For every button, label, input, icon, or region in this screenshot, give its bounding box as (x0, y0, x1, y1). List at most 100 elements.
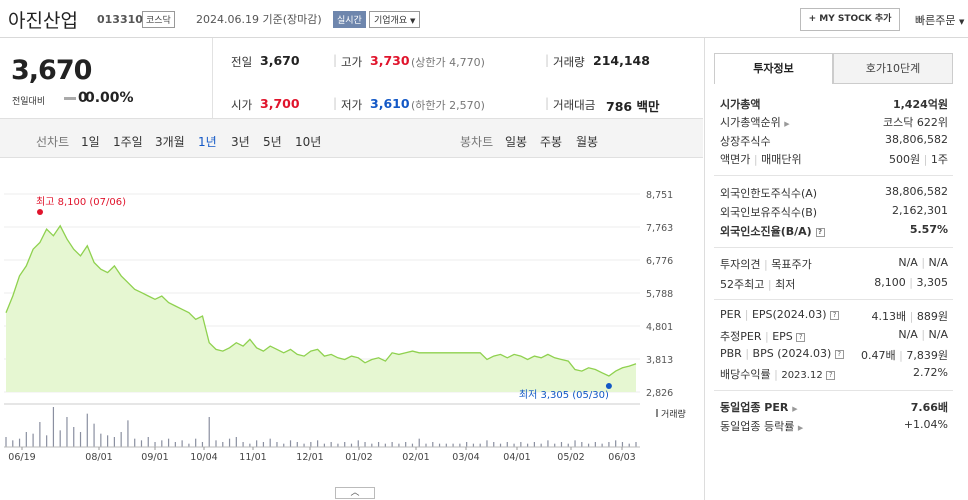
realtime-button[interactable]: 실시간 (333, 11, 366, 28)
volume-bar (18, 438, 21, 447)
caret-right-icon[interactable]: ▶ (784, 120, 790, 128)
volume-bar (52, 407, 55, 447)
volume-bar (140, 440, 143, 447)
volume-bar (472, 443, 475, 447)
volume-bar (581, 442, 583, 447)
volume-bar (208, 417, 210, 447)
cap-rank-value: 코스닥 622위 (883, 116, 948, 129)
volume-bar (411, 443, 414, 447)
tab-monthly[interactable]: 월봉 (576, 135, 599, 149)
tab-3m[interactable]: 3개월 (155, 135, 185, 149)
pbr-label: PBR (720, 347, 742, 360)
volume-bar (364, 442, 366, 447)
caret-right-icon[interactable]: ▶ (792, 405, 798, 413)
tab-weekly[interactable]: 주봉 (540, 135, 563, 149)
week52-row: 52주최고 | 최저 8,100 | 3,305 (720, 276, 948, 291)
bps-value: 7,839원 (906, 349, 948, 362)
foreign-limit-row: 외국인한도주식수(A) 38,806,582 (720, 185, 948, 203)
volume-bar (5, 437, 7, 447)
par-value: 500원 (889, 153, 921, 166)
tab-1d[interactable]: 1일 (81, 135, 100, 149)
high-label: 고가 (341, 55, 363, 69)
volume-bar (459, 443, 461, 447)
tab-1y[interactable]: 1년 (198, 135, 217, 149)
volume-bar (249, 443, 251, 447)
low-label: 최저 3,305 (05/30) (519, 389, 609, 401)
volume-bar (120, 432, 122, 447)
dividend-date: 2023.12 (781, 370, 823, 381)
volume-bar (283, 443, 285, 447)
volume-bar (554, 443, 556, 447)
volume-bar (567, 443, 569, 447)
low-value: 3,610 (370, 96, 410, 111)
volume-bar (127, 420, 129, 447)
tab-5y[interactable]: 5년 (263, 135, 282, 149)
est-eps-label: EPS (772, 330, 793, 343)
tab-investment-info[interactable]: 투자정보 (714, 53, 833, 84)
foreign-ratio-row: 외국인소진율(B/A) ? 5.57% (720, 223, 948, 241)
volume-bar (384, 443, 386, 447)
volume-bar (506, 442, 508, 447)
stock-name: 아진산업 (8, 10, 78, 32)
x-tick-label: 09/01 (141, 452, 168, 463)
volume-bar (513, 443, 515, 447)
cap-rank-label: 시가총액순위 (720, 116, 781, 129)
help-icon[interactable]: ? (815, 227, 825, 237)
volume-bar (235, 437, 237, 447)
tab-10y[interactable]: 10년 (295, 135, 322, 149)
as-of-date: 2024.06.19 기준(장마감) (196, 13, 322, 26)
change-label: 전일대비 (12, 97, 46, 107)
bps-label: BPS (2024.03) (752, 347, 832, 360)
volume-bar (405, 442, 407, 447)
flat-icon (64, 96, 76, 100)
est-per-row: 추정PER | EPS ? N/A | N/A (720, 328, 948, 343)
divider: | (333, 53, 338, 67)
tab-order-book[interactable]: 호가10단계 (833, 53, 953, 84)
shares-value: 38,806,582 (885, 133, 948, 146)
volume-bar (391, 442, 393, 447)
tab-daily[interactable]: 일봉 (505, 135, 528, 149)
help-icon[interactable]: ? (796, 332, 806, 342)
volume-bar (371, 443, 373, 447)
y-tick-label: 2,826 (646, 388, 673, 399)
change-amount: 0 (78, 90, 88, 106)
opinion-value: N/A (898, 256, 918, 269)
market-cap-label: 시가총액 (720, 98, 761, 111)
volume-bar (560, 442, 563, 447)
caret-right-icon[interactable]: ▶ (797, 424, 804, 432)
industry-change-row: 동일업종 등락률 ▶ +1.04% (720, 418, 948, 436)
industry-per-row: 동일업종 PER ▶ 7.66배 (720, 399, 948, 417)
volume-bar (134, 438, 136, 447)
volume-bar (25, 432, 27, 447)
volume-bar (486, 440, 488, 447)
chevron-down-icon: ▼ (410, 17, 416, 25)
volume-bar (147, 437, 149, 447)
company-overview-dropdown[interactable]: 기업개요 ▼ (369, 11, 421, 28)
low-marker (605, 382, 612, 389)
help-icon[interactable]: ? (826, 370, 836, 380)
volume-bar (79, 432, 82, 447)
quick-order-link[interactable]: 빠른주문 ▼ (915, 12, 964, 28)
high-marker (37, 209, 43, 215)
high-value: 3,730 (370, 53, 410, 68)
x-tick-label: 06/03 (608, 452, 635, 463)
week52-low-label: 최저 (775, 278, 796, 291)
volume-bar (398, 443, 400, 447)
tab-1w[interactable]: 1주일 (113, 135, 143, 149)
change-rate: 0.00% (85, 90, 134, 106)
volume-bar (493, 442, 495, 447)
market-badge: 코스닥 (142, 11, 175, 28)
help-icon[interactable]: ? (830, 310, 840, 320)
volume-bar (215, 440, 217, 447)
market-cap-row: 시가총액 1,424억원 (720, 96, 948, 114)
tab-3y[interactable]: 3년 (231, 135, 250, 149)
add-my-stock-button[interactable]: + MY STOCK 추가 (800, 8, 900, 31)
foreign-ratio-value: 5.57% (909, 223, 948, 236)
volume-bar (269, 438, 271, 447)
volume-label: 거래량 (553, 55, 585, 69)
x-tick-label: 01/02 (345, 452, 372, 463)
volume-bar (107, 435, 109, 447)
x-tick-label: 02/01 (402, 452, 429, 463)
collapse-chart-button[interactable]: ︿ (335, 487, 375, 499)
help-icon[interactable]: ? (834, 349, 844, 359)
